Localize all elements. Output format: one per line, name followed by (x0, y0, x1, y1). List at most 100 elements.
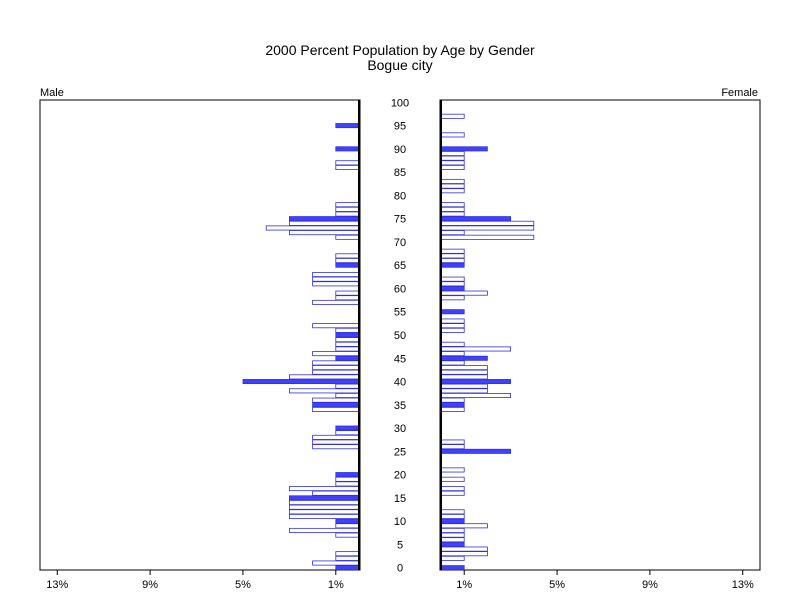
male-bar-age-74 (288, 220, 360, 226)
male-bar-age-86 (335, 164, 360, 170)
female-bar-age-35 (440, 402, 465, 408)
female-bar-age-82 (440, 183, 465, 189)
age-tick-label: 80 (394, 190, 406, 202)
male-bar-age-41 (288, 374, 360, 380)
male-bar-age-76 (335, 211, 360, 217)
male-bar-age-63 (312, 272, 360, 278)
age-tick-label: 70 (394, 237, 406, 249)
female-bar-age-5 (440, 541, 465, 547)
male-bar-age-30 (335, 425, 360, 431)
male-bar-age-47 (335, 346, 360, 352)
female-bar-age-36 (440, 397, 465, 403)
male-bar-age-18 (335, 481, 360, 487)
female-bar-age-11 (440, 513, 465, 519)
female-bar-age-73 (440, 225, 535, 231)
age-tick-label: 20 (394, 470, 406, 482)
female-bar-age-19 (440, 476, 465, 482)
chart-subtitle: Bogue city (367, 57, 432, 73)
female-bar-age-21 (440, 467, 465, 473)
male-bar-age-29 (335, 430, 360, 436)
age-tick-label: 5 (397, 539, 403, 551)
age-tick-label: 35 (394, 400, 406, 412)
male-bar-age-38 (288, 388, 360, 394)
male-bar-age-28 (312, 434, 360, 440)
male-bar-age-15 (288, 495, 360, 501)
chart-title: 2000 Percent Population by Age by Gender (265, 42, 535, 58)
female-bar-age-81 (440, 188, 465, 194)
female-x-tick-label: 13% (732, 579, 754, 591)
female-bar-age-43 (440, 365, 488, 371)
male-bar-age-77 (335, 206, 360, 212)
female-bar-age-88 (440, 155, 465, 161)
male-bar-age-71 (335, 234, 360, 240)
male-bar-age-78 (335, 202, 360, 208)
male-bar-age-73 (265, 225, 360, 231)
female-bar-age-59 (440, 290, 488, 296)
female-bar-age-76 (440, 211, 465, 217)
age-axis: 0 5 10 15 20 25 30 35 40 45 50 55 60 65 70 75 80 85 90 95 10… (391, 97, 409, 574)
male-bar-age-13 (288, 504, 360, 510)
female-bar-age-42 (440, 369, 488, 375)
age-tick-label: 15 (394, 493, 406, 505)
male-bar-age-59 (335, 290, 360, 296)
male-bar-age-11 (288, 513, 360, 519)
female-bar-age-66 (440, 258, 465, 264)
female-bar-age-34 (440, 406, 465, 412)
age-tick-label: 100 (391, 97, 409, 109)
female-bar-age-65 (440, 262, 465, 268)
male-bar-age-16 (312, 490, 360, 496)
female-bar-age-52 (440, 323, 465, 329)
male-bar-age-8 (288, 527, 360, 533)
female-bar-age-4 (440, 546, 488, 552)
female-bar-age-39 (440, 383, 488, 389)
male-bar-age-50 (335, 332, 360, 338)
male-x-tick-label: 13% (46, 579, 68, 591)
male-bar-age-45 (335, 355, 360, 361)
male-bar-age-46 (312, 351, 360, 357)
female-bar-age-46 (440, 351, 465, 357)
female-bar-age-25 (440, 448, 511, 454)
male-bar-age-57 (312, 299, 360, 305)
female-bar-age-75 (440, 216, 511, 222)
male-bar-age-39 (335, 383, 360, 389)
male-bar-age-43 (312, 365, 360, 371)
age-tick-label: 50 (394, 330, 406, 342)
male-bar-age-12 (288, 509, 360, 515)
male-bar-age-1 (312, 560, 360, 566)
female-bar-age-40 (440, 379, 511, 385)
male-bar-age-44 (312, 360, 360, 366)
male-x-tick-label: 5% (235, 579, 251, 591)
female-bar-age-8 (440, 527, 465, 533)
age-tick-label: 10 (394, 516, 406, 528)
age-tick-label: 85 (394, 167, 406, 179)
female-bar-age-68 (440, 248, 465, 254)
female-bar-age-93 (440, 132, 465, 138)
female-bar-age-44 (440, 360, 465, 366)
female-bar-age-71 (440, 234, 535, 240)
male-bar-age-37 (335, 392, 360, 398)
male-x-tick-label: 9% (142, 579, 158, 591)
age-tick-label: 40 (394, 377, 406, 389)
male-bar-age-75 (288, 216, 360, 222)
male-bar-age-87 (335, 160, 360, 166)
female-bar-age-83 (440, 178, 465, 184)
male-bar-age-27 (312, 439, 360, 445)
male-bar-age-42 (312, 369, 360, 375)
female-bar-age-86 (440, 164, 465, 170)
female-bar-age-74 (440, 220, 535, 226)
female-bar-age-67 (440, 253, 465, 259)
age-tick-label: 55 (394, 307, 406, 319)
male-bar-age-95 (335, 123, 360, 129)
male-bar-age-7 (335, 532, 360, 538)
male-bar-age-2 (335, 555, 360, 561)
age-tick-label: 60 (394, 283, 406, 295)
male-bar-age-26 (312, 444, 360, 450)
male-bar-age-49 (335, 337, 360, 343)
age-tick-label: 30 (394, 423, 406, 435)
male-bar-age-61 (312, 281, 360, 287)
female-bar-age-60 (440, 285, 465, 291)
female-bar-age-55 (440, 309, 465, 315)
male-bar-age-0 (335, 565, 360, 571)
female-bar-age-47 (440, 346, 511, 352)
